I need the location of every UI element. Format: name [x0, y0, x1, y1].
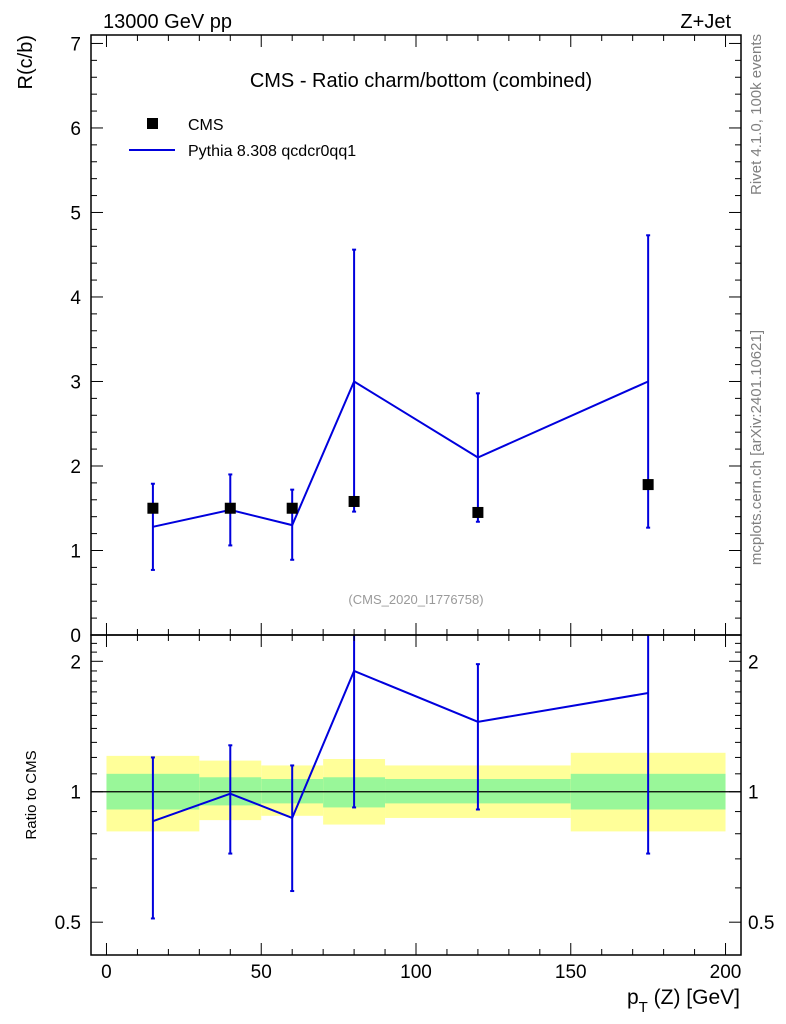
- mcplots-label: mcplots.cern.ch [arXiv:2401.10621]: [748, 330, 765, 565]
- ratio-y-tick-label-right-2: 2: [748, 652, 759, 673]
- cms-data-point-5: [642, 479, 654, 491]
- y-tick-label-3: 3: [70, 372, 81, 393]
- legend: CMS Pythia 8.308 qcdcr0qq1: [129, 117, 356, 160]
- x-tick-label-0: 0: [101, 962, 112, 983]
- y-axis-label: R(c/b): [15, 35, 37, 89]
- axis-tick-labels: 0 50 100 150 200 0 1 2 3 4 5 6 7 0.5 0.5 1 1 2 2: [55, 34, 775, 983]
- ratio-y-tick-label-right-0.5: 0.5: [748, 913, 774, 934]
- x-tick-label-100: 100: [400, 962, 432, 983]
- x-tick-label-150: 150: [555, 962, 587, 983]
- x-axis-label-main: p: [627, 986, 639, 1009]
- ratio-y-tick-label-left-2: 2: [70, 652, 81, 673]
- ratio-mc-series: [150, 635, 651, 920]
- x-tick-label-200: 200: [710, 962, 742, 983]
- rivet-label: Rivet 4.1.0, 100k events: [748, 34, 765, 195]
- ratio-y-tick-label-right-1: 1: [748, 783, 759, 804]
- legend-cms-marker: [147, 118, 158, 129]
- y-tick-label-0: 0: [70, 626, 81, 647]
- cms-data-point-1: [224, 502, 236, 514]
- ratio-y-axis-label: Ratio to CMS: [23, 750, 40, 839]
- svg-text:pT (Z) [GeV]: pT (Z) [GeV]: [627, 986, 740, 1016]
- mc-line: [152, 380, 649, 528]
- legend-cms-label: CMS: [188, 117, 224, 134]
- cms-data-point-3: [348, 495, 360, 507]
- x-axis-label-sub: T: [639, 999, 648, 1016]
- main-mc-series: [150, 234, 651, 571]
- y-tick-label-1: 1: [70, 541, 81, 562]
- cms-data-point-2: [286, 502, 298, 514]
- x-tick-label-50: 50: [251, 962, 272, 983]
- cms-data-point-4: [472, 506, 484, 518]
- chart-title: CMS - Ratio charm/bottom (combined): [250, 70, 592, 92]
- mc-ratio-line: [152, 669, 649, 823]
- y-tick-label-4: 4: [70, 288, 81, 309]
- main-data-series: [147, 479, 654, 518]
- y-tick-label-7: 7: [70, 34, 81, 55]
- y-tick-label-6: 6: [70, 119, 81, 140]
- cms-data-point-0: [147, 502, 159, 514]
- ratio-y-tick-label-left-1: 1: [70, 783, 81, 804]
- y-tick-label-5: 5: [70, 203, 81, 224]
- y-tick-label-2: 2: [70, 457, 81, 478]
- analysis-id: (CMS_2020_I1776758): [348, 592, 483, 607]
- legend-pythia-label: Pythia 8.308 qcdcr0qq1: [188, 143, 356, 160]
- energy-label: 13000 GeV pp: [103, 11, 232, 33]
- x-axis-label-rest: (Z) [GeV]: [648, 986, 740, 1009]
- axis-ticks: [91, 35, 741, 955]
- x-axis-label: pT (Z) [GeV]: [627, 986, 740, 1016]
- ratio-y-tick-label-left-0.5: 0.5: [55, 913, 81, 934]
- process-label: Z+Jet: [680, 11, 731, 33]
